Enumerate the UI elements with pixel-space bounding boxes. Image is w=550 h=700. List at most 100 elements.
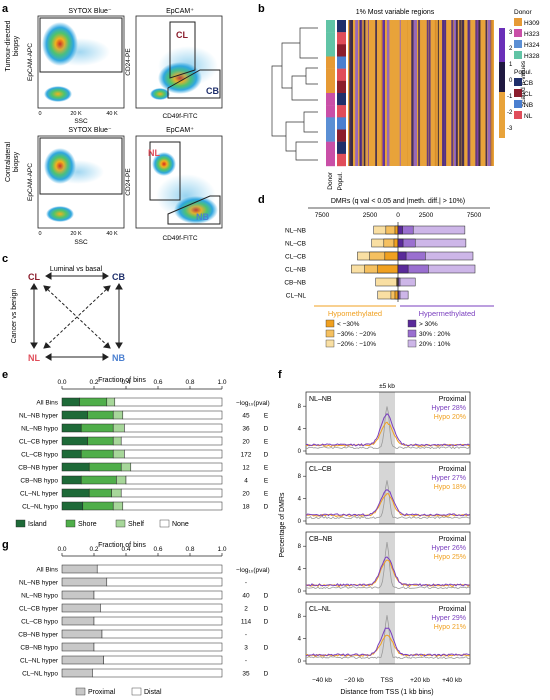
heatmap-stripe bbox=[461, 20, 465, 166]
proximal-label: Proximal bbox=[439, 606, 467, 613]
tick: 0.4 bbox=[121, 379, 130, 386]
tick: 8 bbox=[298, 404, 302, 410]
e-axis: 0.0 0.2 0.4 0.6 0.8 1.0 bbox=[57, 379, 227, 390]
tick: 4 bbox=[298, 427, 302, 433]
scale-tick: 3 bbox=[509, 30, 513, 36]
tick: 0.6 bbox=[153, 546, 162, 553]
population-legend: Popul. CB CL NB NL bbox=[514, 69, 533, 120]
enrichment-code: E bbox=[264, 413, 269, 420]
axis-title: Fraction of bins bbox=[98, 377, 146, 384]
enrichment-code: E bbox=[264, 465, 269, 472]
node-cl: CL bbox=[28, 272, 40, 282]
legend-item: Shore bbox=[78, 521, 97, 528]
tick: 20 K bbox=[70, 231, 82, 237]
bar-segment bbox=[384, 251, 399, 261]
heatmap-stripe bbox=[418, 20, 420, 166]
population-cell bbox=[337, 32, 346, 45]
bar-segment bbox=[124, 449, 223, 459]
pval-value: 172 bbox=[241, 452, 252, 459]
tick: 4 bbox=[298, 497, 302, 503]
bar-segment bbox=[397, 277, 399, 287]
bar-segment bbox=[93, 642, 223, 652]
gate-label-nl: NL bbox=[148, 148, 160, 158]
bar-segment bbox=[61, 488, 90, 498]
scale-label: Scaled β-values bbox=[520, 60, 527, 107]
row-label: NL–NB bbox=[285, 228, 306, 235]
bar-segment bbox=[377, 264, 399, 274]
panel-c: c Luminal vs basal CL CB NL NB Cancer vs… bbox=[2, 253, 125, 363]
tick: 20 K bbox=[70, 111, 82, 117]
legend-item: CB bbox=[524, 80, 533, 87]
proximal-label: Proximal bbox=[439, 536, 467, 543]
bar-segment bbox=[394, 225, 399, 235]
heatmap-stripe bbox=[386, 20, 390, 166]
bar-segment bbox=[61, 436, 88, 446]
heatmap-stripe bbox=[382, 20, 385, 166]
pval-value: 114 bbox=[241, 619, 252, 626]
row-label: CL–CB hyper bbox=[19, 439, 59, 446]
heatmap-stripe bbox=[407, 20, 410, 166]
tick: −40 kb bbox=[312, 677, 332, 684]
heatmap-stripe bbox=[485, 20, 488, 166]
tick: 8 bbox=[298, 544, 302, 550]
pval-value: - bbox=[245, 632, 247, 639]
legend-item: 20% : 10% bbox=[419, 341, 451, 348]
hypo-pct: Hypo 20% bbox=[434, 414, 466, 421]
row-label-bottom-line1: Contralateral bbox=[5, 142, 12, 183]
node-nb: NB bbox=[112, 353, 125, 363]
pval-value: 3 bbox=[244, 645, 248, 652]
row-label: CL–NL hyper bbox=[20, 491, 59, 498]
legend-item: Island bbox=[28, 521, 47, 528]
heatmap-stripe bbox=[454, 20, 456, 166]
population-cell bbox=[337, 153, 346, 167]
bar-segment bbox=[112, 449, 125, 459]
bar-segment bbox=[394, 290, 399, 300]
legend-item: H323 bbox=[524, 31, 540, 38]
curve-hyper bbox=[305, 627, 470, 657]
tick: 0.4 bbox=[121, 546, 130, 553]
bar-segment bbox=[93, 590, 223, 600]
tick: +40 kb bbox=[442, 677, 462, 684]
population-cell bbox=[337, 20, 346, 33]
donor-cell bbox=[326, 129, 335, 142]
row-label: CL–NB bbox=[285, 267, 306, 274]
bar-segment bbox=[61, 668, 93, 678]
population-cell bbox=[337, 141, 346, 155]
panel-e: e Fraction of bins 0.0 0.2 0.4 0.6 0.8 1.0 −l… bbox=[2, 369, 270, 528]
donor-cell bbox=[326, 93, 335, 106]
heatmap-stripe bbox=[443, 20, 446, 166]
column-label-donor: Donor bbox=[327, 171, 334, 190]
row-label: NL–NB hypo bbox=[21, 426, 58, 433]
tick: 2500 bbox=[419, 212, 434, 219]
tss-subpanel: 0 4 8 CB–NB Proximal Hyper 26% Hypo 25% bbox=[298, 531, 471, 595]
bar-segment bbox=[93, 616, 223, 626]
heatmap-stripe bbox=[351, 20, 353, 166]
legend-item: Shelf bbox=[128, 521, 144, 528]
curve-hyper bbox=[305, 412, 470, 447]
scale-tick: -3 bbox=[507, 126, 513, 132]
pval-value: - bbox=[245, 658, 247, 665]
bar-segment bbox=[61, 590, 95, 600]
enrichment-code: D bbox=[264, 426, 269, 433]
tick: 0.2 bbox=[89, 379, 98, 386]
bar-segment bbox=[397, 264, 409, 274]
subpanel-title: CB–NB bbox=[309, 536, 333, 543]
heatmap-stripe bbox=[367, 20, 369, 166]
dmr-title: DMRs (q val < 0.05 and |meth. diff.| > 1… bbox=[331, 198, 465, 205]
facs-bottom-right: EpCAM⁺ NL NB CD24-PE CD49f-FITC bbox=[125, 127, 223, 242]
enrichment-code: E bbox=[264, 439, 269, 446]
facs-top-left: SYTOX Blue⁻ EpCAM-APC SSC 0 20 K 40 K bbox=[27, 8, 125, 125]
heatmap-stripe bbox=[414, 20, 417, 166]
node-nl: NL bbox=[28, 353, 40, 363]
y-axis-label: EpCAM-APC bbox=[27, 163, 34, 201]
bar-segment bbox=[61, 449, 82, 459]
bar-segment bbox=[120, 436, 223, 446]
bar-segment bbox=[112, 501, 124, 511]
bar-segment bbox=[88, 462, 122, 472]
subpanel-title: CL–CB bbox=[309, 466, 332, 473]
gate-label-cl: CL bbox=[176, 30, 188, 40]
node-cb: CB bbox=[112, 272, 125, 282]
hypo-pct: Hypo 25% bbox=[434, 554, 466, 561]
g-bars: All Bins NL–NB hyper - NL–NB hypo 40 D CL–CB h… bbox=[18, 564, 269, 678]
panel-letter-d: d bbox=[258, 194, 265, 206]
